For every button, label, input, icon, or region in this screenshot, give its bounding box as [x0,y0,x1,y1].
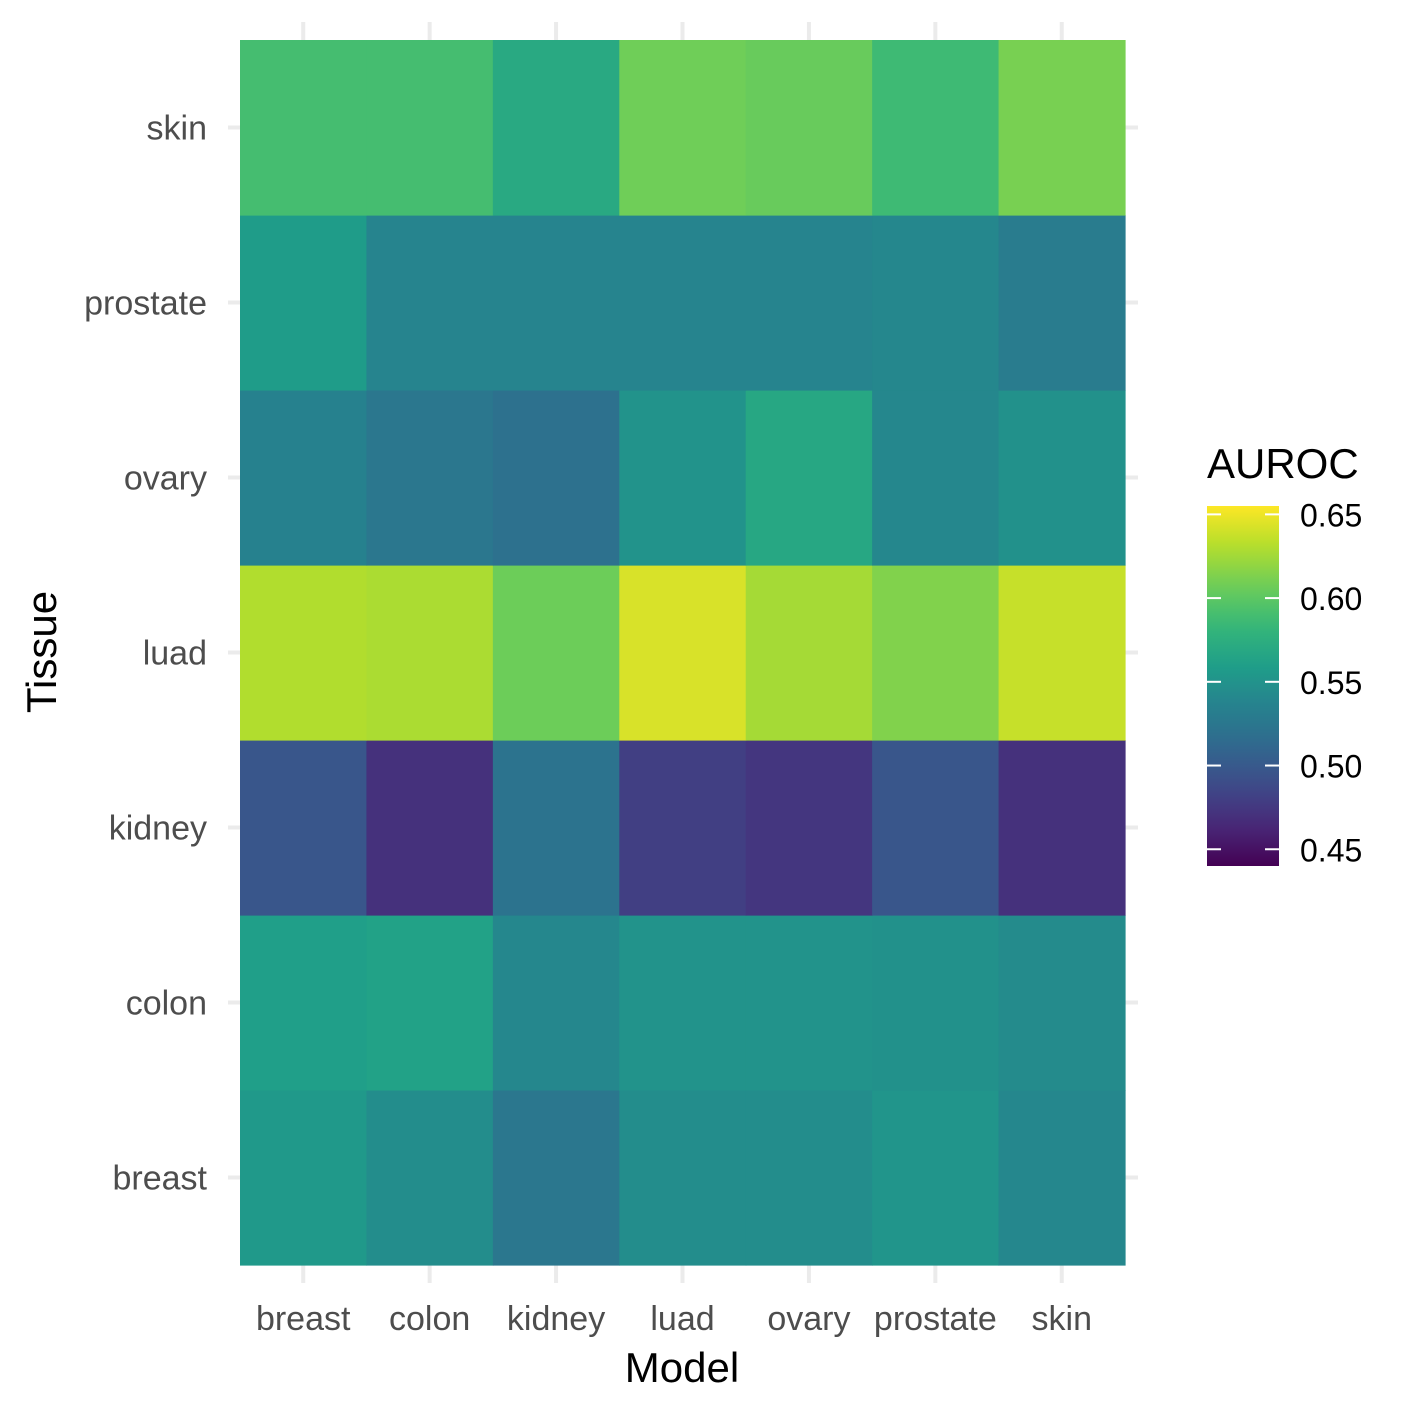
heatmap-cell-luad-luad [619,565,747,741]
heatmap-cells [240,40,1126,1266]
heatmap-cell-breast-ovary [745,1090,873,1266]
heatmap-cell-breast-colon [366,1090,494,1266]
heatmap-cell-prostate-breast [240,215,368,391]
y-tick-label-ovary: ovary [124,460,207,498]
heatmap-cell-breast-luad [619,1090,747,1266]
colorbar-legend: AUROC 0.45 0.50 0.55 0.60 0.65 [1207,440,1362,868]
heatmap-cell-skin-prostate [872,40,1000,216]
x-tick-label-breast: breast [256,1300,351,1338]
heatmap-cell-prostate-ovary [745,215,873,391]
x-tick-label-colon: colon [389,1300,470,1338]
heatmap-cell-luad-kidney [492,565,620,741]
heatmap-cell-kidney-ovary [745,740,873,916]
colorbar-tick-label: 0.65 [1300,497,1362,533]
heatmap-cell-skin-kidney [492,40,620,216]
x-tick-label-kidney: kidney [507,1300,605,1338]
heatmap-cell-skin-ovary [745,40,873,216]
heatmap-cell-breast-skin [998,1090,1126,1266]
heatmap-cell-luad-colon [366,565,494,741]
heatmap-cell-ovary-breast [240,390,368,566]
heatmap-cell-colon-luad [619,915,747,1091]
x-axis: breast colon kidney luad ovary prostate skin [256,1300,1092,1338]
heatmap-cell-colon-colon [366,915,494,1091]
x-axis-title: Model [625,1344,739,1391]
heatmap-cell-kidney-luad [619,740,747,916]
heatmap-cell-kidney-prostate [872,740,1000,916]
heatmap-cell-luad-ovary [745,565,873,741]
heatmap-cell-colon-breast [240,915,368,1091]
heatmap-cell-prostate-skin [998,215,1126,391]
heatmap-cell-colon-prostate [872,915,1000,1091]
heatmap-cell-prostate-luad [619,215,747,391]
colorbar-title: AUROC [1207,440,1359,487]
heatmap-cell-prostate-kidney [492,215,620,391]
colorbar-tick-label: 0.50 [1300,749,1362,785]
colorbar-tick-label: 0.45 [1300,832,1362,868]
heatmap-cell-colon-skin [998,915,1126,1091]
x-tick-label-prostate: prostate [874,1300,997,1338]
heatmap-cell-ovary-luad [619,390,747,566]
heatmap-cell-breast-breast [240,1090,368,1266]
heatmap-cell-prostate-prostate [872,215,1000,391]
heatmap-cell-luad-prostate [872,565,1000,741]
heatmap-cell-ovary-kidney [492,390,620,566]
y-tick-label-prostate: prostate [84,285,207,323]
y-tick-label-skin: skin [147,110,207,148]
heatmap-cell-luad-skin [998,565,1126,741]
y-axis: breast colon kidney luad ovary prostate skin [84,110,207,1198]
x-tick-label-skin: skin [1032,1300,1092,1338]
colorbar-tick-label: 0.60 [1300,581,1362,617]
heatmap-cell-skin-colon [366,40,494,216]
heatmap-cell-ovary-prostate [872,390,1000,566]
heatmap-cell-skin-luad [619,40,747,216]
heatmap-cell-kidney-skin [998,740,1126,916]
heatmap-cell-colon-ovary [745,915,873,1091]
heatmap-cell-ovary-skin [998,390,1126,566]
y-axis-title: Tissue [18,591,65,713]
heatmap-cell-colon-kidney [492,915,620,1091]
x-tick-label-ovary: ovary [767,1300,850,1338]
heatmap-cell-breast-kidney [492,1090,620,1266]
colorbar-gradient [1207,506,1279,866]
heatmap-cell-luad-breast [240,565,368,741]
heatmap-cell-kidney-kidney [492,740,620,916]
heatmap-cell-skin-skin [998,40,1126,216]
heatmap-cell-ovary-colon [366,390,494,566]
heatmap-cell-kidney-breast [240,740,368,916]
y-tick-label-kidney: kidney [109,810,207,848]
heatmap-cell-kidney-colon [366,740,494,916]
colorbar-tick-label: 0.55 [1300,665,1362,701]
y-tick-label-luad: luad [143,635,207,673]
y-tick-label-colon: colon [126,985,207,1023]
heatmap-cell-breast-prostate [872,1090,1000,1266]
heatmap-cell-skin-breast [240,40,368,216]
x-tick-label-luad: luad [650,1300,714,1338]
heatmap-cell-ovary-ovary [745,390,873,566]
heatmap-cell-prostate-colon [366,215,494,391]
y-tick-label-breast: breast [113,1160,208,1198]
